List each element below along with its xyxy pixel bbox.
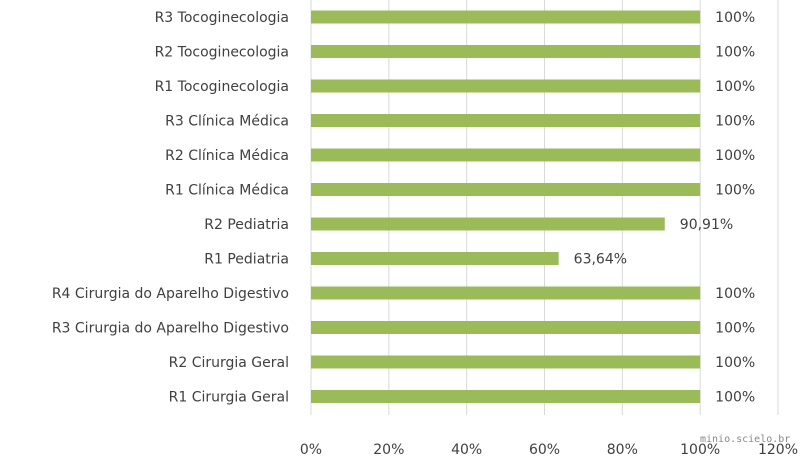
category-label: R1 Pediatria: [204, 252, 289, 268]
watermark: minio.scielo.br: [700, 434, 791, 445]
bar: [311, 390, 701, 403]
data-label: 100%: [715, 286, 755, 302]
bar: [311, 148, 701, 162]
category-label: R4 Cirurgia do Aparelho Digestivo: [52, 286, 289, 302]
bar: [311, 355, 701, 369]
data-label: 100%: [715, 10, 755, 26]
category-label: R2 Cirurgia Geral: [169, 355, 289, 371]
data-label: 100%: [715, 79, 755, 95]
data-label: 100%: [715, 114, 755, 130]
data-label: 90,91%: [680, 217, 733, 233]
bar: [311, 79, 701, 93]
x-tick-label: 20%: [373, 442, 404, 456]
data-label: 100%: [715, 45, 755, 61]
category-label: R1 Clínica Médica: [165, 183, 289, 199]
x-tick-label: 40%: [451, 442, 482, 456]
data-label: 100%: [715, 355, 755, 371]
bar: [311, 217, 665, 231]
category-label: R3 Cirurgia do Aparelho Digestivo: [52, 321, 289, 337]
x-tick-label: 120%: [758, 442, 798, 456]
x-tick-label: 80%: [607, 442, 638, 456]
data-label: 100%: [715, 148, 755, 164]
bar: [311, 252, 559, 265]
category-label: R2 Clínica Médica: [165, 148, 289, 164]
bar: [311, 114, 701, 127]
x-tick-label: 60%: [529, 442, 560, 456]
data-label: 63,64%: [574, 252, 627, 268]
category-label: R3 Clínica Médica: [165, 114, 289, 130]
bar: [311, 183, 701, 196]
data-label: 100%: [715, 321, 755, 337]
category-label: R3 Tocoginecologia: [155, 10, 289, 26]
data-label: 100%: [715, 390, 755, 406]
category-label: R1 Cirurgia Geral: [169, 390, 289, 406]
bar: [311, 321, 701, 334]
category-label: R2 Pediatria: [204, 217, 289, 233]
category-label: R2 Tocoginecologia: [155, 45, 289, 61]
bar: [311, 286, 701, 300]
x-tick-label: 100%: [680, 442, 720, 456]
x-tick-label: 0%: [300, 442, 322, 456]
bar: [311, 10, 701, 24]
data-label: 100%: [715, 183, 755, 199]
category-label: R1 Tocoginecologia: [155, 79, 289, 95]
bar: [311, 45, 701, 58]
